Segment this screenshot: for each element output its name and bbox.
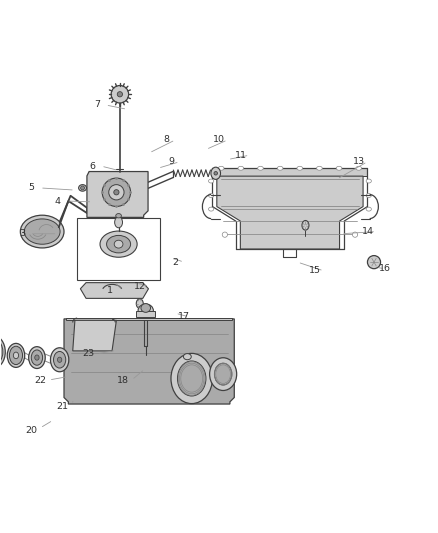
Ellipse shape [367,256,381,269]
Text: 15: 15 [309,266,321,276]
Text: 18: 18 [117,376,129,384]
Ellipse shape [208,179,214,183]
Ellipse shape [302,221,309,230]
Ellipse shape [214,172,218,175]
Ellipse shape [366,193,371,197]
Ellipse shape [366,179,371,183]
Polygon shape [87,172,148,217]
Text: 3: 3 [19,229,25,238]
Ellipse shape [115,217,123,228]
Text: 12: 12 [134,281,146,290]
Ellipse shape [109,184,124,200]
Text: 22: 22 [34,376,46,384]
Ellipse shape [208,193,214,197]
Ellipse shape [100,231,137,257]
Ellipse shape [336,166,342,170]
Ellipse shape [0,339,3,365]
Text: 1: 1 [107,286,113,295]
Text: 14: 14 [361,227,374,236]
Ellipse shape [208,207,214,211]
Ellipse shape [53,351,66,368]
Ellipse shape [317,166,322,170]
Ellipse shape [210,358,237,391]
Text: 4: 4 [54,197,60,206]
Ellipse shape [0,336,5,368]
Ellipse shape [211,167,220,180]
Ellipse shape [297,166,303,170]
Ellipse shape [79,184,86,191]
Ellipse shape [277,166,283,170]
Ellipse shape [10,346,22,365]
Polygon shape [217,176,363,249]
Ellipse shape [111,85,129,103]
Ellipse shape [114,190,119,195]
Ellipse shape [184,353,191,360]
Ellipse shape [141,304,151,312]
Ellipse shape [353,232,358,237]
Text: 16: 16 [379,264,391,273]
Text: 9: 9 [168,157,174,166]
Text: 17: 17 [178,312,190,321]
Ellipse shape [24,219,60,244]
Ellipse shape [138,304,153,317]
Polygon shape [212,168,367,176]
Ellipse shape [57,357,62,362]
Text: 23: 23 [82,349,94,358]
Ellipse shape [114,240,123,248]
Polygon shape [73,320,117,351]
Ellipse shape [222,232,227,237]
Text: 13: 13 [353,157,365,166]
Ellipse shape [20,215,64,248]
Ellipse shape [102,178,131,206]
Text: 8: 8 [164,135,170,144]
Ellipse shape [7,343,25,367]
Ellipse shape [171,353,212,403]
Ellipse shape [13,352,18,359]
Ellipse shape [117,92,123,97]
Ellipse shape [366,207,371,211]
Text: 2: 2 [172,257,178,266]
Polygon shape [64,319,234,404]
Polygon shape [81,282,148,298]
Ellipse shape [35,355,39,360]
Text: 6: 6 [89,161,95,171]
Ellipse shape [106,236,131,253]
Ellipse shape [81,186,85,190]
Bar [136,311,155,317]
Ellipse shape [28,346,45,368]
Text: 11: 11 [235,151,247,160]
Ellipse shape [258,166,263,170]
Ellipse shape [177,361,206,396]
Bar [77,219,160,280]
Text: 21: 21 [56,402,68,411]
Ellipse shape [136,299,143,309]
Text: 7: 7 [94,100,100,109]
Text: 20: 20 [25,426,37,435]
Ellipse shape [356,166,361,170]
Polygon shape [66,318,232,320]
Text: 10: 10 [213,135,225,144]
Ellipse shape [50,348,69,372]
Ellipse shape [219,166,224,170]
Ellipse shape [31,350,42,365]
Ellipse shape [215,363,232,385]
Text: 5: 5 [28,183,34,192]
Ellipse shape [238,166,244,170]
Ellipse shape [116,214,121,218]
